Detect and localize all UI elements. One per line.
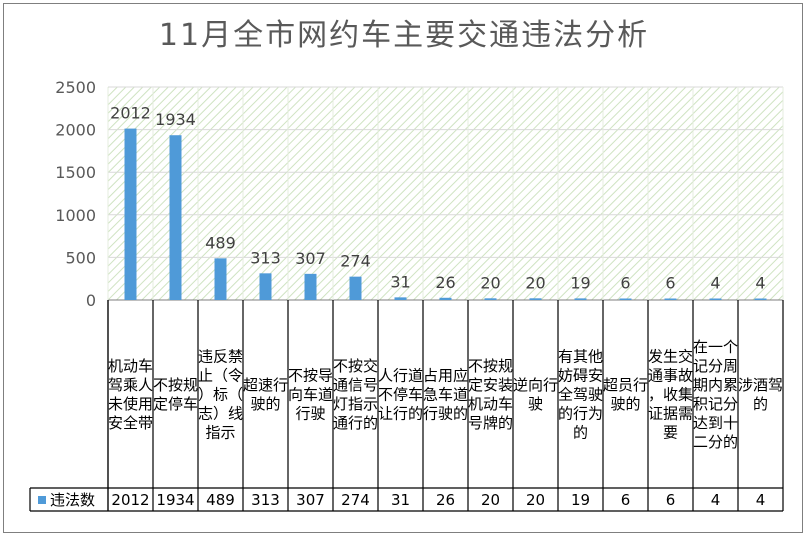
category-label: 机动车驾乘人未使用安全带 — [108, 357, 153, 432]
y-tick-label: 1500 — [55, 163, 96, 182]
category-label: 涉酒驾的 — [738, 376, 783, 413]
table-value: 4 — [756, 491, 766, 509]
table-value: 1934 — [156, 491, 194, 509]
bar — [664, 298, 677, 300]
data-label: 6 — [665, 274, 675, 293]
category-label: 不按导向车道行驶 — [288, 367, 333, 423]
table-value: 31 — [391, 491, 410, 509]
data-label: 26 — [435, 273, 455, 292]
category-label: 逆向行驶 — [513, 376, 558, 413]
data-label: 2012 — [110, 104, 151, 123]
bar — [574, 298, 587, 300]
data-table: 机动车驾乘人未使用安全带不按规定停车违反禁止（令）标（志）线指示超速行驶的不按导… — [29, 300, 784, 512]
category-label: 有其他妨碍安全驾驶的行为的 — [558, 348, 603, 442]
table-value: 2012 — [111, 491, 149, 509]
data-label: 19 — [570, 273, 590, 292]
bar — [304, 273, 317, 300]
table-value: 489 — [206, 491, 235, 509]
plot-background — [108, 87, 783, 300]
category-label: 超员行驶的 — [603, 376, 648, 413]
legend-label: 违法数 — [50, 491, 95, 509]
category-label: 不按规定停车 — [153, 376, 198, 413]
bar — [754, 298, 767, 300]
data-labels: 2012 1934 489 313 307 274 31 26 20 20 19 6 6 4 4 — [110, 104, 765, 293]
gridlines — [107, 86, 784, 301]
bar — [709, 298, 722, 300]
data-label: 1934 — [155, 110, 196, 129]
data-label: 20 — [525, 273, 545, 292]
table-value: 20 — [481, 491, 500, 509]
data-label: 307 — [295, 249, 326, 268]
y-axis: 0 500 1000 1500 2000 2500 — [55, 78, 96, 310]
y-tick-label: 0 — [86, 291, 96, 310]
data-label: 4 — [755, 274, 765, 293]
table-value: 19 — [571, 491, 590, 509]
y-tick-label: 2500 — [55, 78, 96, 97]
category-label: 人行道不停车让行的 — [378, 367, 423, 423]
data-label: 20 — [480, 273, 500, 292]
category-label: 在一个记分周期内累积记分达到十二分的 — [693, 338, 738, 451]
category-label: 超速行驶的 — [243, 376, 288, 413]
bar — [124, 128, 137, 300]
bar — [529, 298, 542, 300]
category-label: 不按规定安装机动车号牌的 — [468, 357, 513, 432]
table-value: 6 — [666, 491, 676, 509]
table-value: 20 — [526, 491, 545, 509]
y-tick-label: 1000 — [55, 206, 96, 225]
legend-swatch — [38, 496, 46, 504]
category-label: 违反禁止（令）标（志）线指示 — [198, 348, 243, 442]
data-label: 489 — [205, 233, 236, 252]
category-label: 不按交通信号灯指示通行的 — [333, 357, 378, 432]
data-label: 6 — [620, 274, 630, 293]
data-label: 313 — [250, 248, 281, 267]
table-value: 26 — [436, 491, 455, 509]
table-value: 274 — [341, 491, 370, 509]
table-value: 4 — [711, 491, 721, 509]
bar — [484, 298, 497, 300]
data-label: 31 — [390, 272, 410, 291]
bar — [349, 276, 362, 300]
bars — [124, 128, 767, 300]
bar — [214, 258, 227, 300]
bar — [619, 298, 632, 300]
category-label: 占用应急车道行驶的 — [423, 367, 468, 423]
data-label: 274 — [340, 252, 371, 271]
bar — [169, 135, 182, 300]
category-label: 发生交通事故，收集证据需要 — [648, 348, 693, 442]
chart-title: 11月全市网约车主要交通违法分析 — [158, 18, 650, 53]
data-label: 4 — [710, 274, 720, 293]
table-value: 313 — [251, 491, 280, 509]
table-value: 6 — [621, 491, 631, 509]
y-tick-label: 2000 — [55, 121, 96, 140]
table-value: 307 — [296, 491, 325, 509]
y-tick-label: 500 — [65, 248, 96, 267]
bar — [259, 273, 272, 300]
plot-area — [108, 87, 783, 300]
bar — [439, 297, 452, 300]
bar — [394, 297, 407, 300]
